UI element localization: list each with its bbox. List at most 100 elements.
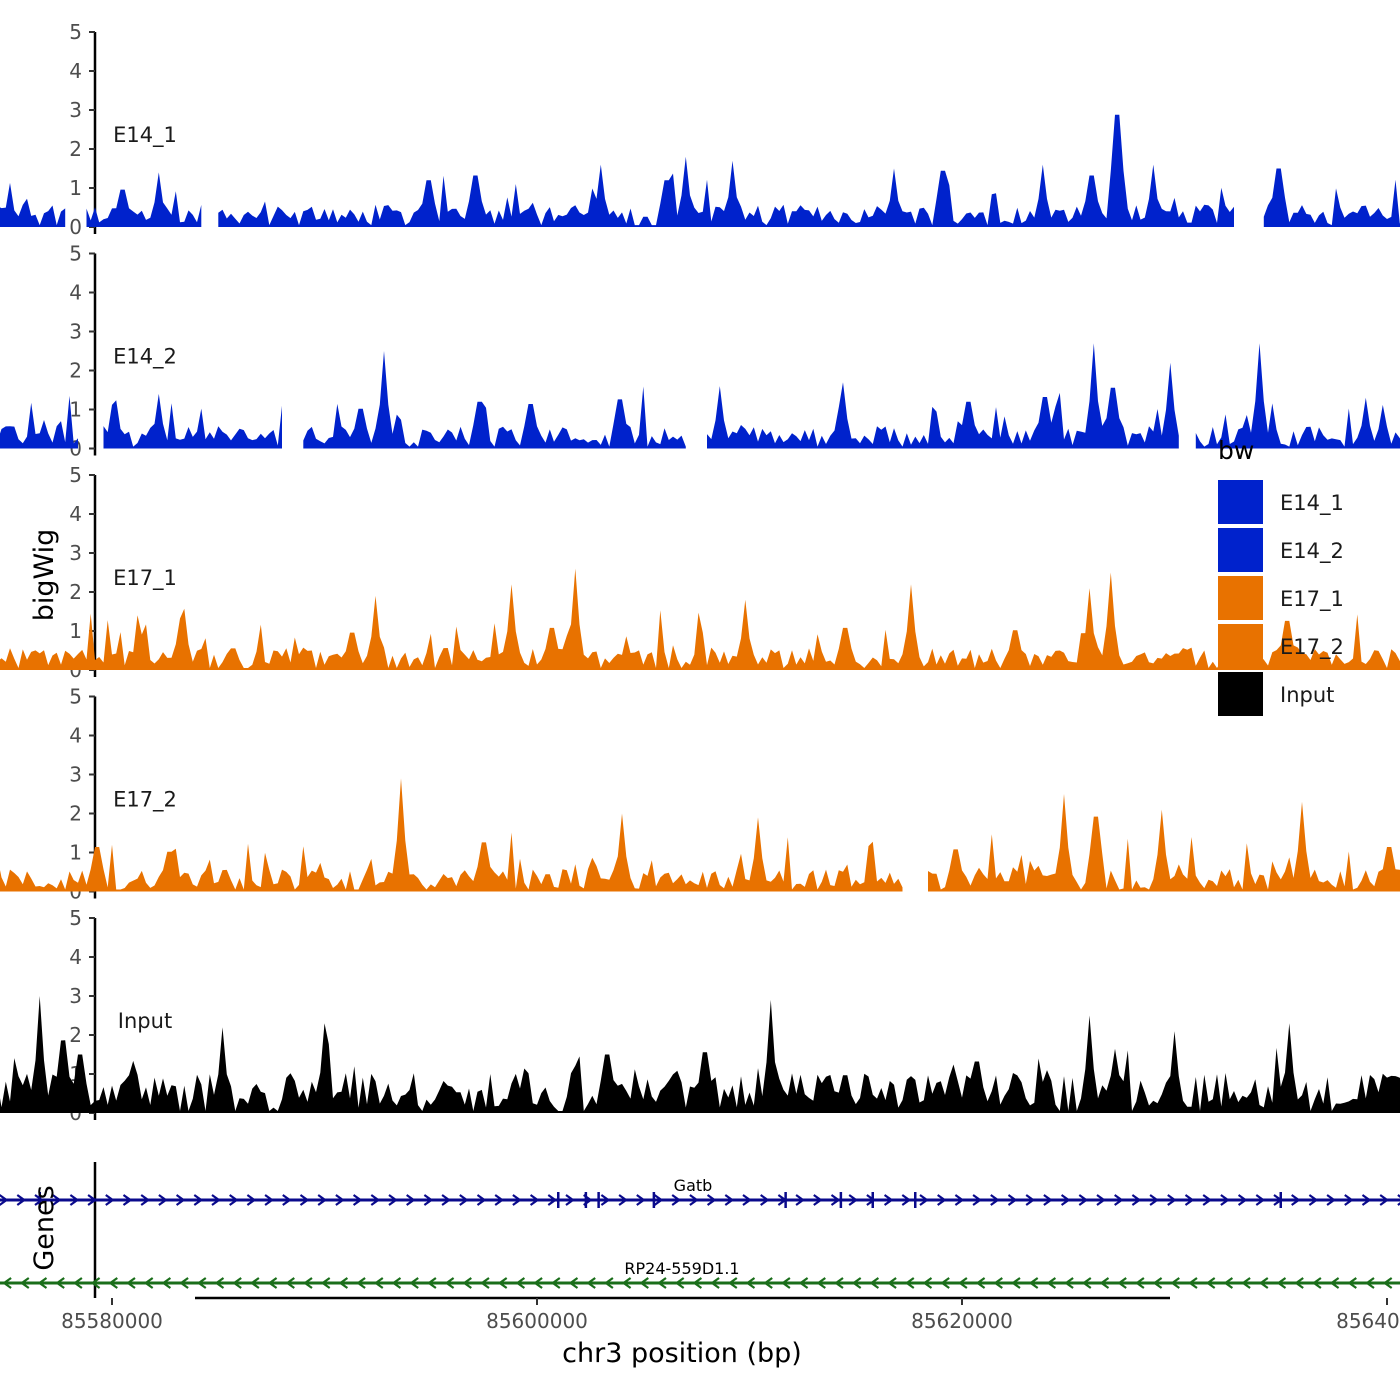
y-tick-label: 3 (69, 984, 82, 1008)
strand-arrow (781, 1277, 791, 1289)
strand-arrow (515, 1277, 526, 1289)
strand-arrow (356, 1277, 366, 1289)
strand-arrow (1291, 1194, 1301, 1206)
strand-arrow (547, 1194, 558, 1206)
track-label: E14_1 (113, 123, 177, 148)
strand-arrow (692, 1277, 703, 1289)
strand-arrow (604, 1277, 614, 1289)
strand-arrow (476, 1194, 487, 1206)
strand-arrow (834, 1277, 844, 1289)
strand-arrow (1326, 1194, 1336, 1206)
y-tick-label: 2 (69, 1023, 82, 1047)
strand-arrow (1099, 1277, 1110, 1289)
strand-arrow (370, 1194, 381, 1206)
strand-arrow (993, 1277, 1003, 1289)
signal-area (218, 114, 1235, 227)
strand-arrow (851, 1277, 862, 1289)
strand-arrow (441, 1194, 451, 1206)
strand-arrow (229, 1194, 239, 1206)
y-tick-label: 2 (69, 137, 82, 161)
genes-axis-title: Genes (29, 1185, 60, 1270)
strand-arrow (1131, 1194, 1142, 1206)
strand-arrow (335, 1194, 345, 1206)
x-tick-label: 85640000 (1336, 1309, 1400, 1333)
strand-arrow (246, 1194, 257, 1206)
strand-arrow (1046, 1277, 1057, 1289)
track-input: 012345Input (0, 906, 1400, 1125)
y-tick-label: 1 (69, 619, 82, 643)
strand-arrow (710, 1277, 720, 1289)
strand-arrow (122, 1194, 133, 1206)
track-label: Input (118, 1009, 172, 1033)
signal-area (928, 794, 1400, 892)
strand-arrow (37, 1277, 48, 1289)
track-e14-1: 0 1 2 3 4 5 E14_1 (0, 20, 1400, 239)
strand-arrow (69, 1194, 80, 1206)
x-tick-label: 85580000 (61, 1309, 163, 1333)
x-axis: 85580000 85600000 85620000 85640000 (61, 1296, 1400, 1333)
strand-arrow (760, 1194, 770, 1206)
strand-arrow (373, 1277, 384, 1289)
strand-arrow (972, 1194, 982, 1206)
strand-arrow (87, 1194, 97, 1206)
signal-area (0, 395, 78, 449)
strand-arrow (2, 1277, 12, 1289)
strand-arrow (922, 1277, 933, 1289)
strand-arrow (904, 1277, 915, 1289)
strand-arrow (427, 1277, 437, 1289)
strand-arrow (391, 1277, 402, 1289)
strand-arrow (1382, 1277, 1393, 1289)
strand-arrow (798, 1277, 809, 1289)
strand-arrow (1025, 1194, 1036, 1206)
y-tick-label: 2 (69, 580, 82, 604)
strand-arrow (816, 1277, 826, 1289)
strand-arrow (285, 1277, 295, 1289)
strand-arrow (1028, 1277, 1039, 1289)
legend-swatch (1218, 528, 1263, 572)
strand-arrow (1241, 1277, 1251, 1289)
strand-arrow (211, 1194, 221, 1206)
strand-arrow (975, 1277, 986, 1289)
strand-arrow (958, 1277, 968, 1289)
strand-arrow (636, 1194, 646, 1206)
strand-arrow (600, 1194, 611, 1206)
strand-arrow (1361, 1194, 1372, 1206)
track-label: E14_2 (113, 345, 177, 370)
strand-arrow (196, 1277, 207, 1289)
y-tick-label: 1 (69, 176, 82, 200)
strand-arrow (568, 1277, 579, 1289)
strand-arrow (1011, 1277, 1021, 1289)
strand-arrow (621, 1277, 632, 1289)
strand-arrow (459, 1194, 469, 1206)
strand-arrow (919, 1194, 929, 1206)
strand-arrow (1170, 1277, 1180, 1289)
strand-arrow (497, 1277, 508, 1289)
strand-arrow (143, 1277, 154, 1289)
y-tick-label: 1 (69, 398, 82, 422)
y-tick-label: 4 (69, 945, 82, 969)
strand-arrow (1117, 1277, 1127, 1289)
strand-arrow (179, 1277, 189, 1289)
strand-arrow (34, 1194, 44, 1206)
strand-arrow (338, 1277, 349, 1289)
strand-arrow (1294, 1277, 1304, 1289)
legend-swatch (1218, 672, 1263, 716)
strand-arrow (494, 1194, 505, 1206)
strand-arrow (264, 1194, 274, 1206)
strand-arrow (126, 1277, 136, 1289)
strand-arrow (742, 1194, 752, 1206)
strand-arrow (763, 1277, 773, 1289)
y-tick-label: 4 (69, 724, 82, 748)
strand-arrow (1344, 1194, 1354, 1206)
strand-arrow (52, 1194, 62, 1206)
strand-arrow (1043, 1194, 1053, 1206)
y-tick-label: 3 (69, 320, 82, 344)
strand-arrow (990, 1194, 1000, 1206)
strand-arrow (406, 1194, 416, 1206)
strand-arrow (727, 1277, 738, 1289)
strand-arrow (653, 1194, 664, 1206)
strand-arrow (550, 1277, 561, 1289)
strand-arrow (830, 1194, 841, 1206)
